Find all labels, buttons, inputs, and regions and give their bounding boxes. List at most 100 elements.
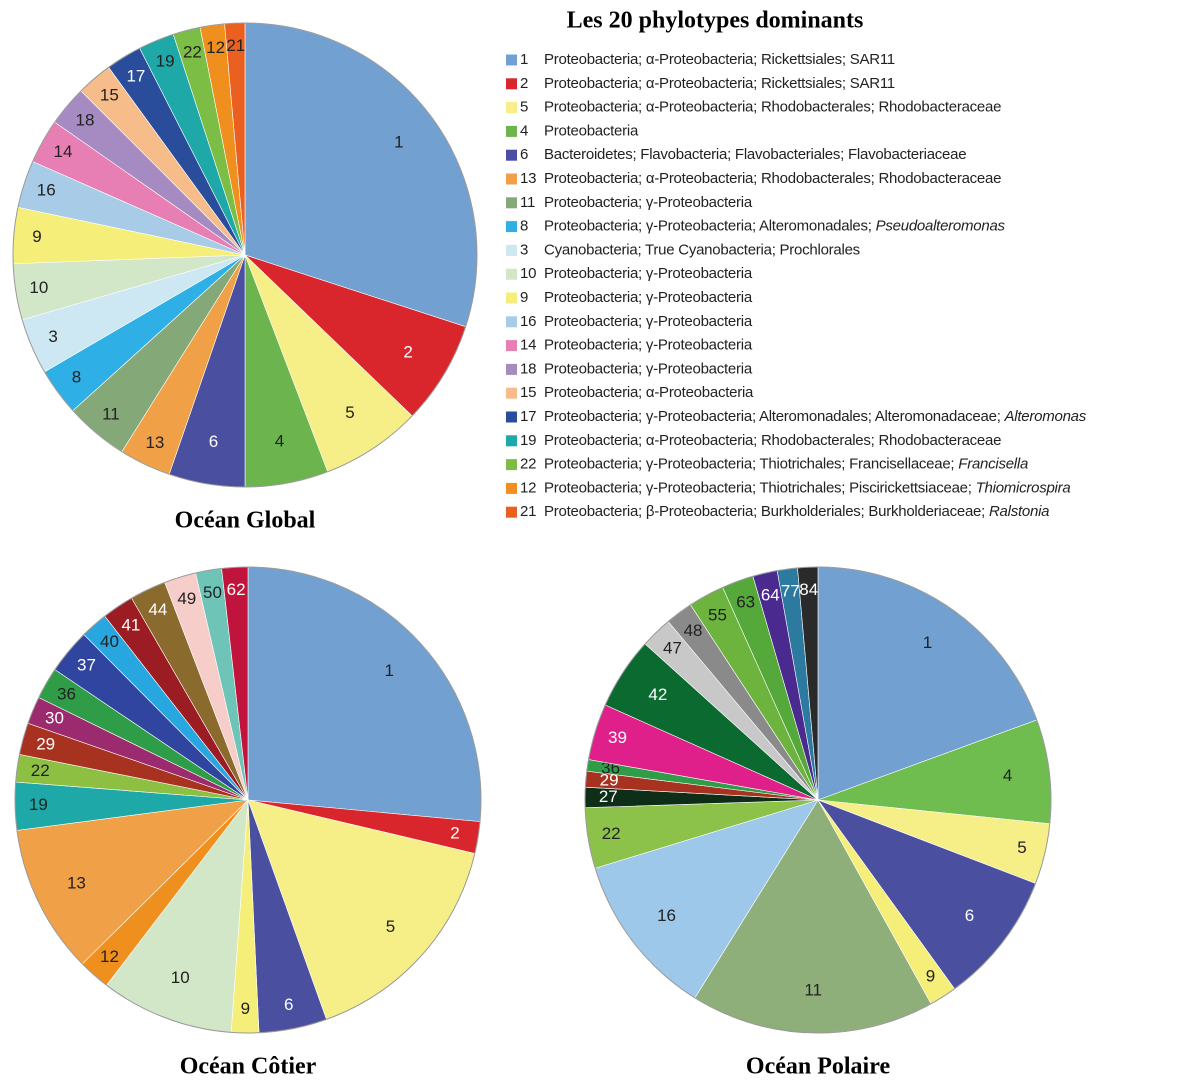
slice-label: 49 xyxy=(177,589,196,608)
slice-label: 10 xyxy=(171,968,190,987)
legend-text: Proteobacteria xyxy=(544,122,639,139)
legend-text-part: Proteobacteria; β-Proteobacteria; Burkho… xyxy=(544,503,985,520)
slice-label: 4 xyxy=(1003,766,1012,785)
legend-italic: Francisella xyxy=(958,456,1028,473)
legend-swatch xyxy=(506,197,517,209)
legend-text: Proteobacteria; β-Proteobacteria; Burkho… xyxy=(544,503,1049,520)
slice-label: 3 xyxy=(48,327,57,346)
slice-label: 37 xyxy=(77,656,96,675)
pie-title: Océan Global xyxy=(175,508,316,534)
slice-label: 18 xyxy=(75,110,94,129)
legend-text: Proteobacteria; α-Proteobacteria; Rhodob… xyxy=(544,170,1001,187)
legend-swatch xyxy=(506,482,517,494)
slice-label: 47 xyxy=(663,639,682,658)
legend-text: Proteobacteria; γ-Proteobacteria xyxy=(544,337,753,354)
slice-label: 30 xyxy=(45,709,64,728)
legend-text-part: Proteobacteria; γ-Proteobacteria xyxy=(544,194,753,211)
legend-number: 18 xyxy=(520,360,536,377)
slice-label: 21 xyxy=(226,36,245,55)
legend-swatch xyxy=(506,316,517,328)
legend-text-part: Proteobacteria; α-Proteobacteria; Ricket… xyxy=(544,51,895,68)
legend-swatch xyxy=(506,506,517,518)
legend-text-part: Proteobacteria; γ-Proteobacteria; Altero… xyxy=(544,408,1001,425)
slice-label: 12 xyxy=(206,38,225,57)
slice-label: 13 xyxy=(145,433,164,452)
pie-outline xyxy=(14,566,482,1034)
slice-label: 64 xyxy=(761,585,780,604)
legend-text-part: Proteobacteria; α-Proteobacteria; Ricket… xyxy=(544,75,895,92)
legend-swatch xyxy=(506,54,517,66)
slice-label: 12 xyxy=(100,947,119,966)
legend-text: Cyanobacteria; True Cyanobacteria; Proch… xyxy=(544,241,860,258)
legend-text-part: Proteobacteria; γ-Proteobacteria; Thiotr… xyxy=(544,456,954,473)
legend-number: 6 xyxy=(520,146,528,163)
slice-label: 36 xyxy=(57,684,76,703)
legend-text-part: Proteobacteria; γ-Proteobacteria xyxy=(544,265,753,282)
pie-title: Océan Côtier xyxy=(180,1054,317,1080)
slice-label: 77 xyxy=(781,582,800,601)
legend-number: 5 xyxy=(520,99,528,116)
legend-italic: Pseudoalteromonas xyxy=(876,218,1006,235)
legend-swatch xyxy=(506,268,517,280)
legend-swatch xyxy=(506,292,517,304)
legend-text-part: Proteobacteria xyxy=(544,122,639,139)
slice-label: 22 xyxy=(183,42,202,61)
slice-label: 19 xyxy=(29,795,48,814)
legend-number: 21 xyxy=(520,503,536,520)
legend-text: Proteobacteria; γ-Proteobacteria; Thiotr… xyxy=(544,456,1028,473)
legend-swatch xyxy=(506,244,517,256)
legend-text-part: Bacteroidetes; Flavobacteria; Flavobacte… xyxy=(544,146,966,163)
legend-text: Proteobacteria; γ-Proteobacteria; Altero… xyxy=(544,218,1006,235)
legend-text-part: Cyanobacteria; True Cyanobacteria; Proch… xyxy=(544,241,860,258)
slice-label: 15 xyxy=(100,86,119,105)
legend-text-part: Proteobacteria; α-Proteobacteria; Rhodob… xyxy=(544,170,1001,187)
slice-label: 5 xyxy=(345,403,354,422)
legend-italic: Alteromonas xyxy=(1004,408,1087,425)
legend-text: Proteobacteria; γ-Proteobacteria; Thiotr… xyxy=(544,479,1070,496)
slice-label: 50 xyxy=(203,583,222,602)
slice-label: 29 xyxy=(36,734,55,753)
legend-number: 1 xyxy=(520,51,528,68)
legend-text: Proteobacteria; γ-Proteobacteria xyxy=(544,313,753,330)
legend-number: 11 xyxy=(520,194,535,211)
legend-text: Proteobacteria; α-Proteobacteria; Rhodob… xyxy=(544,99,1001,116)
legend-swatch xyxy=(506,78,517,90)
slice-label: 42 xyxy=(648,685,667,704)
legend-text-part: Proteobacteria; α-Proteobacteria; Rhodob… xyxy=(544,432,1001,449)
legend-text: Bacteroidetes; Flavobacteria; Flavobacte… xyxy=(544,146,966,163)
legend-swatch xyxy=(506,459,517,471)
slice-label: 8 xyxy=(72,368,81,387)
legend-number: 8 xyxy=(520,218,528,235)
slice-label: 19 xyxy=(156,52,175,71)
pie-outline xyxy=(584,566,1052,1034)
legend-text-part: Proteobacteria; γ-Proteobacteria xyxy=(544,313,753,330)
legend-swatch xyxy=(506,125,517,137)
slice-label: 9 xyxy=(241,999,250,1018)
legend-text: Proteobacteria; γ-Proteobacteria xyxy=(544,265,753,282)
legend-text-part: Proteobacteria; γ-Proteobacteria xyxy=(544,337,753,354)
slice-label: 16 xyxy=(657,906,676,925)
slice-label: 55 xyxy=(708,605,727,624)
legend-text: Proteobacteria; α-Proteobacteria xyxy=(544,384,754,401)
legend-number: 22 xyxy=(520,456,536,473)
slice-label: 6 xyxy=(209,432,218,451)
slice-label: 11 xyxy=(804,980,822,999)
slice-label: 48 xyxy=(684,621,703,640)
legend-swatch xyxy=(506,102,517,114)
slice-label: 6 xyxy=(284,995,293,1014)
slice-label: 22 xyxy=(31,761,50,780)
slice-label: 2 xyxy=(403,342,412,361)
legend-number: 15 xyxy=(520,384,536,401)
legend-number: 14 xyxy=(520,337,536,354)
slice-label: 63 xyxy=(736,593,755,612)
legend-number: 10 xyxy=(520,265,536,282)
legend-text: Proteobacteria; γ-Proteobacteria; Altero… xyxy=(544,408,1087,425)
legend-swatch xyxy=(506,173,517,185)
slice-label: 1 xyxy=(923,633,932,652)
slice-label: 17 xyxy=(126,66,145,85)
slice-label: 14 xyxy=(54,142,73,161)
slice-label: 5 xyxy=(1017,838,1026,857)
slice-label: 9 xyxy=(32,227,41,246)
legend-text: Proteobacteria; α-Proteobacteria; Ricket… xyxy=(544,51,895,68)
